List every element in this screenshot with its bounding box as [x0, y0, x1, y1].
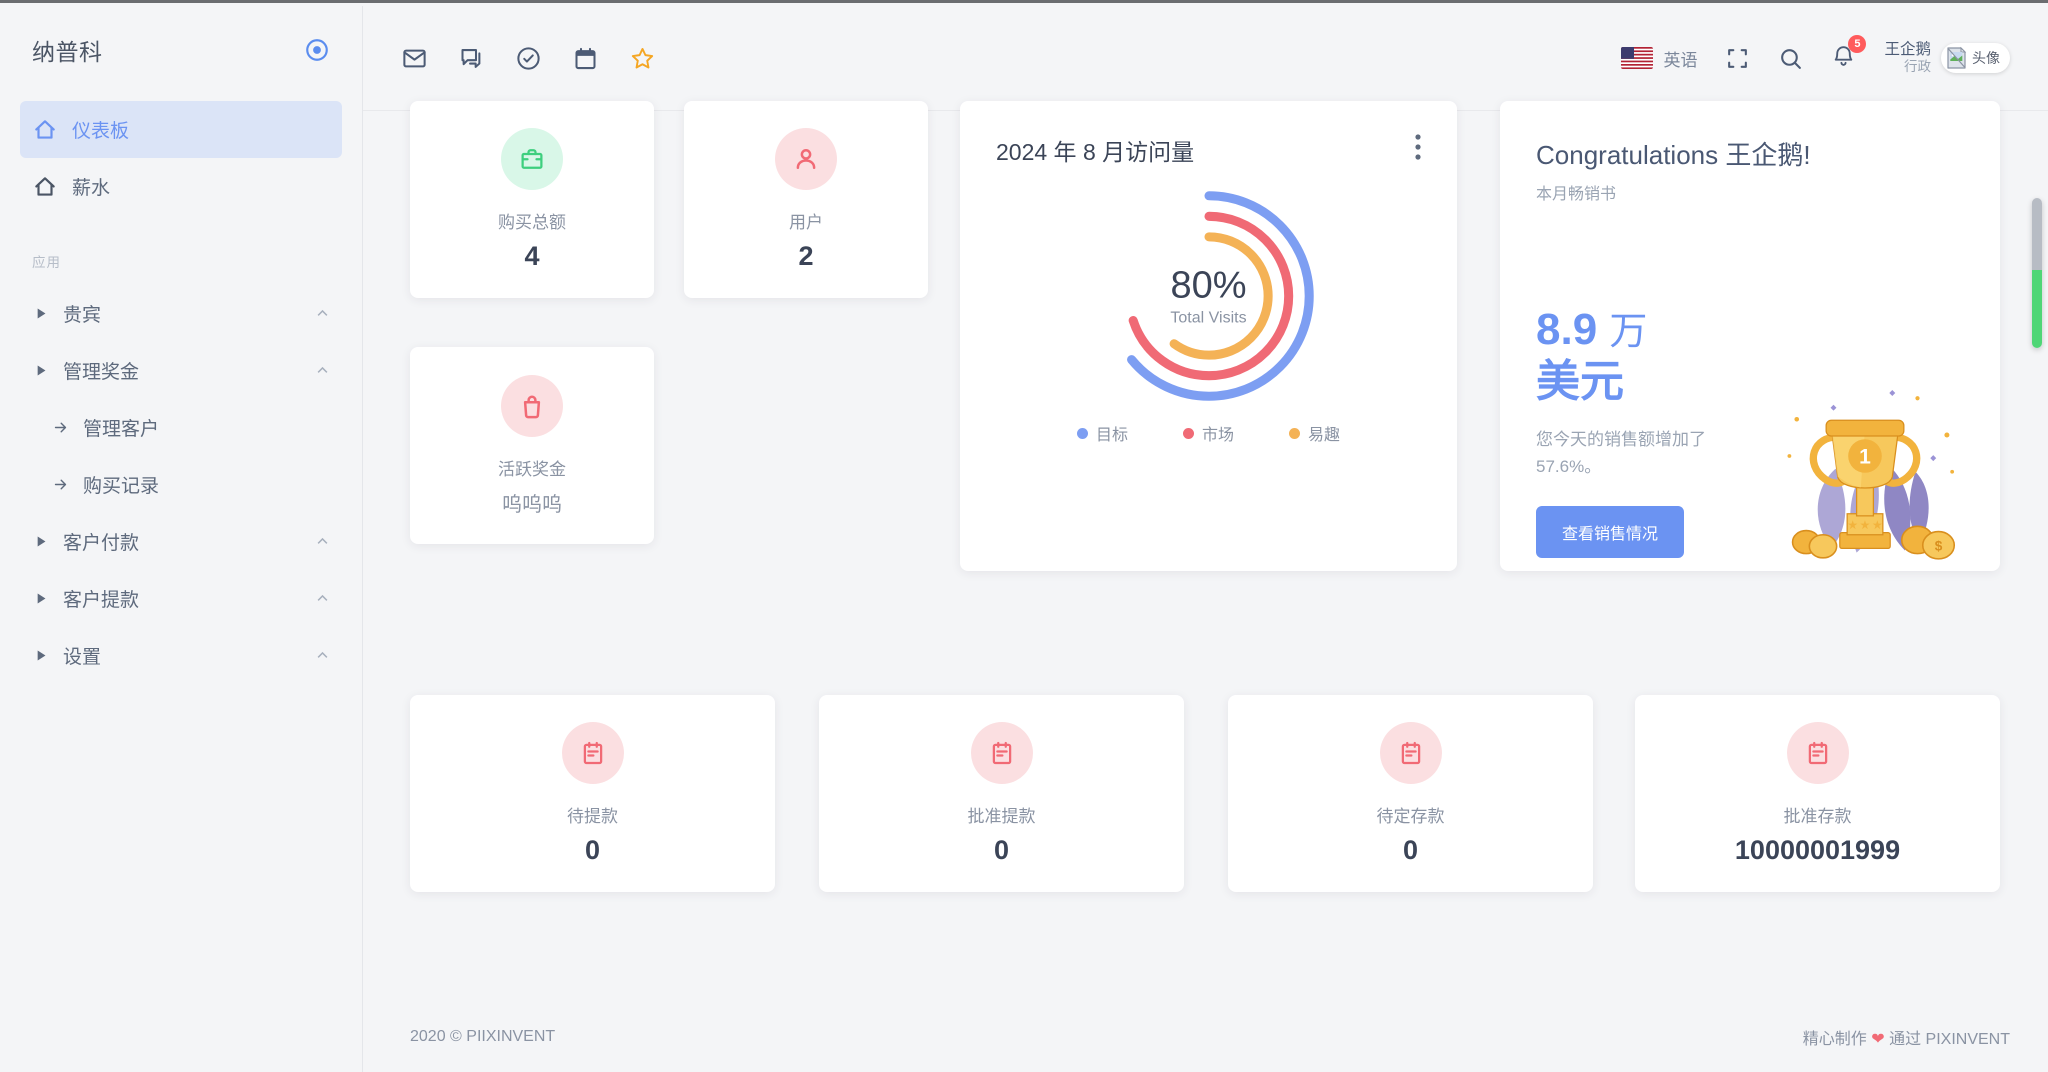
- svg-text:1: 1: [1859, 445, 1871, 468]
- svg-text:★ ★ ★: ★ ★ ★: [1848, 519, 1883, 531]
- svg-text:$: $: [1935, 539, 1943, 554]
